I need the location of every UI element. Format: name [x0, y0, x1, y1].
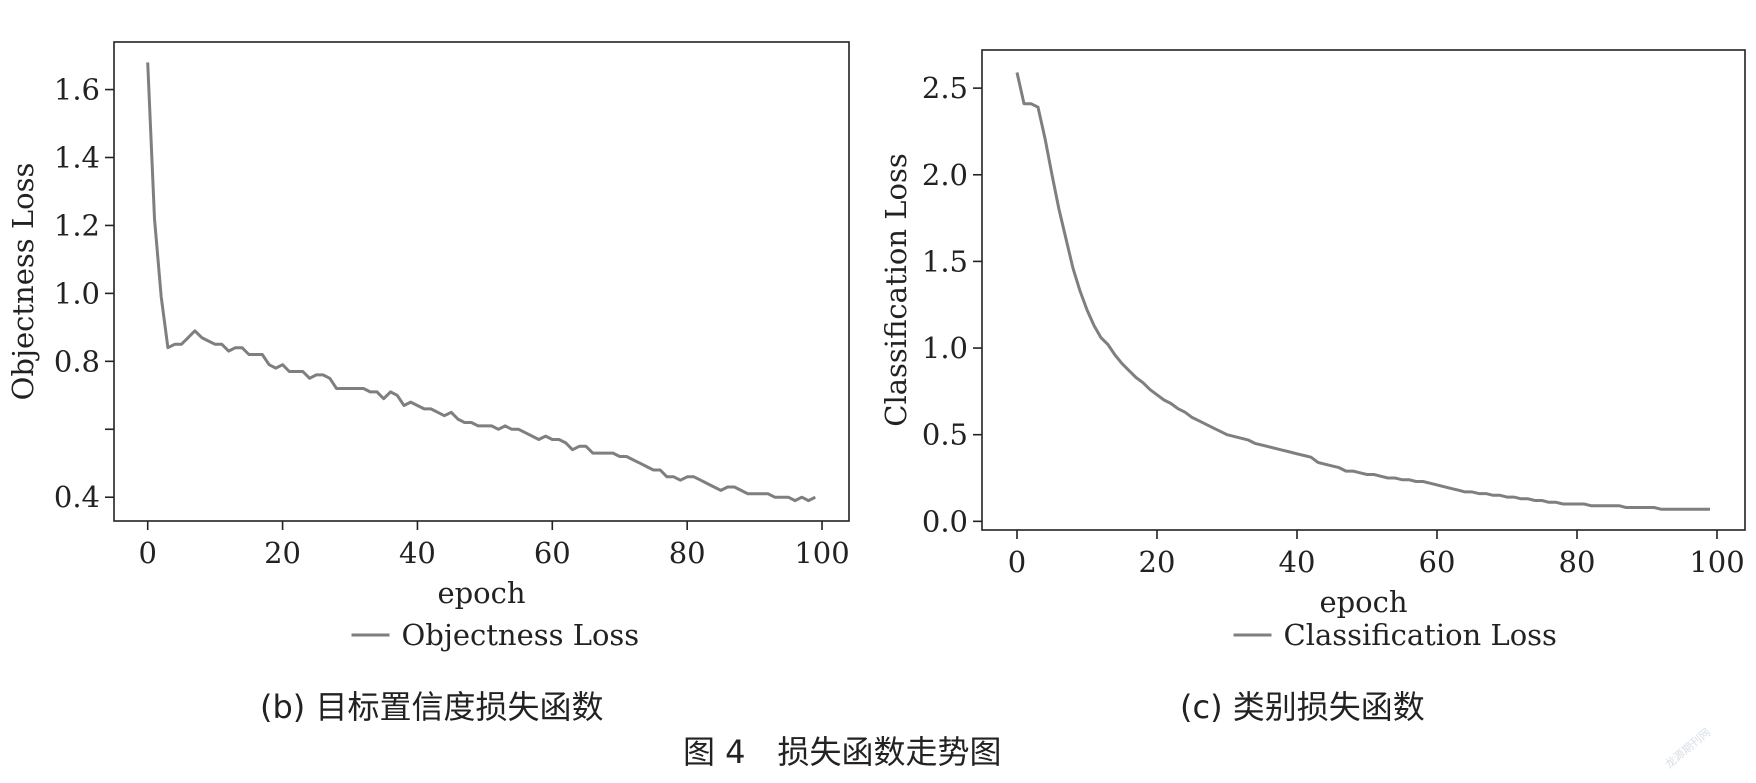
y-tick-label: 2.0 — [922, 158, 968, 192]
y-tick-label: 1.2 — [54, 208, 100, 242]
x-axis-label: epoch — [1319, 585, 1407, 619]
chart-0: 0.4 0.8 1.0 1.2 1.4 1.6 0 20 40 60 80 100 epoch Objec… — [6, 41, 850, 726]
subplot-caption: (c) 类别损失函数 — [1180, 688, 1425, 726]
x-tick-label: 80 — [669, 536, 706, 570]
y-tick-label: 0.0 — [922, 504, 968, 538]
chart-1: 0.00.51.01.52.02.50 20 40 60 80 100epochClass… — [879, 49, 1746, 726]
x-tick-label: 60 — [534, 536, 571, 570]
y-tick-label: 1.5 — [922, 244, 968, 278]
plot-frame — [981, 49, 1746, 531]
y-tick-label: 1.4 — [54, 141, 100, 175]
y-tick-label: 0.5 — [922, 418, 968, 452]
series-line-objectness-loss — [146, 62, 816, 503]
x-tick-label: 0 — [1008, 545, 1026, 579]
subplot-caption: (b) 目标置信度损失函数 — [260, 688, 603, 726]
series-line-classification-loss — [1015, 72, 1710, 511]
y-tick-label: 1.6 — [54, 73, 100, 107]
x-axis-label: epoch — [437, 576, 525, 610]
figure-caption: 图 4 损失函数走势图 — [683, 733, 1002, 771]
x-tick-label: 100 — [1689, 545, 1744, 579]
y-tick-label: 0.8 — [54, 344, 100, 378]
y-tick-label: 1.0 — [54, 276, 100, 310]
x-tick-label: 20 — [1139, 545, 1176, 579]
y-tick-label: 0.4 — [54, 480, 100, 514]
x-tick-label: 0 — [138, 536, 156, 570]
x-tick-label: 40 — [399, 536, 436, 570]
legend-label: Classification Loss — [1284, 618, 1557, 652]
y-tick-label: 2.5 — [922, 71, 968, 105]
x-tick-label: 100 — [794, 536, 849, 570]
x-tick-label: 80 — [1559, 545, 1596, 579]
y-tick-label: 1.0 — [922, 331, 968, 365]
legend-label: Objectness Loss — [402, 618, 640, 652]
x-tick-label: 40 — [1279, 545, 1316, 579]
x-tick-label: 60 — [1419, 545, 1456, 579]
y-axis-label: Classification Loss — [879, 153, 913, 426]
x-tick-label: 20 — [264, 536, 301, 570]
plot-frame — [113, 41, 850, 522]
y-axis-label: Objectness Loss — [6, 163, 40, 401]
